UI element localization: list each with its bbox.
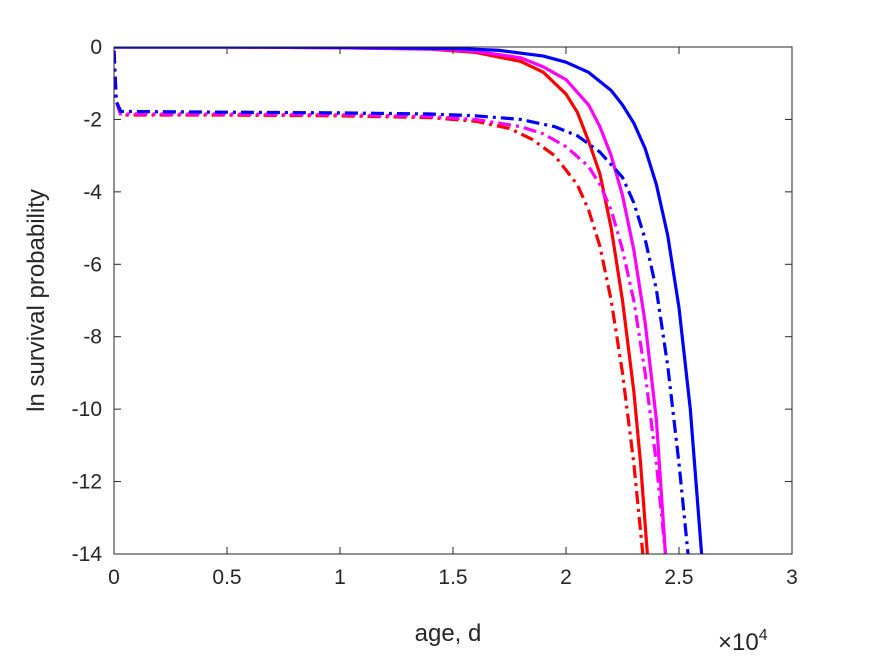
y-tick-label: -8 <box>83 326 102 349</box>
x-tick-label: 1 <box>334 566 346 589</box>
x-tick-label: 3 <box>786 566 798 589</box>
y-tick-label: -12 <box>72 471 102 494</box>
x-axis-label: age, d <box>415 620 482 647</box>
x-multiplier-base: ×10 <box>718 629 759 656</box>
y-tick-label: 0 <box>90 36 102 59</box>
x-tick-label: 1.5 <box>438 566 467 589</box>
x-tick-label: 0 <box>108 566 120 589</box>
x-tick-label: 2 <box>560 566 572 589</box>
y-tick-label: -2 <box>83 108 102 131</box>
x-axis-multiplier: ×104 <box>718 627 768 656</box>
x-tick-label: 2.5 <box>664 566 693 589</box>
series-line-6 <box>114 50 690 554</box>
y-tick-label: -14 <box>72 543 103 566</box>
y-axis-label: ln survival probability <box>23 189 50 412</box>
x-multiplier-exponent: 4 <box>759 627 768 644</box>
axes-background <box>114 47 792 554</box>
plot-area: 0 0.5 1 1.5 2 2.5 3 0 -2 -4 -6 -8 -10 -12 -14 <box>72 36 798 589</box>
ticks-layer: 0 0.5 1 1.5 2 2.5 3 0 -2 -4 -6 -8 -10 -12 -14 <box>72 36 798 589</box>
series-line-5 <box>114 50 668 554</box>
y-tick-label: -4 <box>83 181 102 204</box>
y-tick-label: -10 <box>72 398 102 421</box>
y-tick-label: -6 <box>83 253 102 276</box>
series-line-3 <box>114 47 704 554</box>
series-layer <box>114 47 704 554</box>
labels-layer: age, d ln survival probability ×104 <box>23 189 768 656</box>
x-tick-label: 0.5 <box>212 566 241 589</box>
